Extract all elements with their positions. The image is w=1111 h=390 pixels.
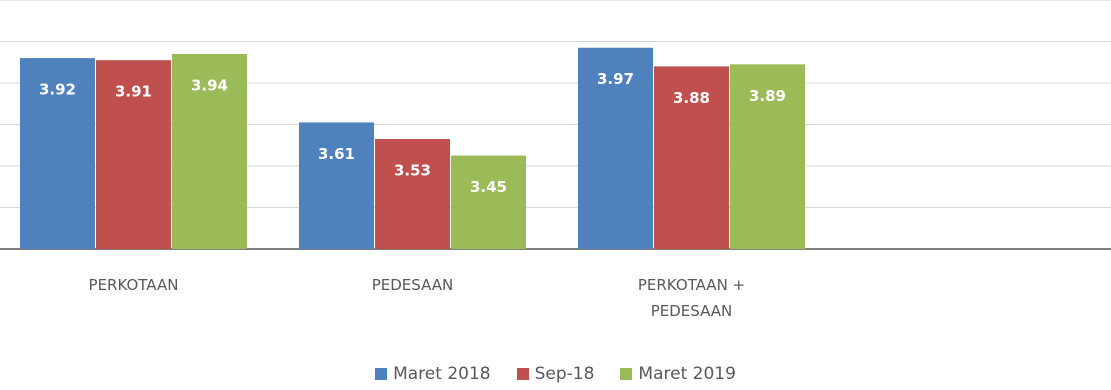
data-label: 3.97 (597, 70, 634, 88)
bar (96, 60, 171, 249)
legend-swatch (516, 368, 529, 380)
bar (578, 47, 653, 249)
x-tick-label: PEDESAAN (371, 276, 454, 294)
data-label: 3.89 (749, 87, 786, 105)
data-label: 3.88 (673, 89, 710, 107)
bar (730, 64, 805, 249)
legend-swatch (620, 368, 633, 380)
legend-item: Maret 2019 (620, 364, 736, 384)
data-label: 3.61 (318, 145, 355, 163)
plot-area: 3.92 3.91 3.94 3.61 3.53 3.45 3.97 3.88 3.89 (0, 0, 1111, 250)
legend-label: Maret 2019 (638, 364, 736, 384)
bar (20, 58, 95, 249)
data-label: 3.45 (470, 178, 507, 196)
bar (172, 53, 247, 250)
data-label: 3.92 (39, 81, 76, 99)
legend-swatch (375, 368, 388, 380)
data-label: 3.53 (394, 162, 431, 180)
x-tick-label: PERKOTAAN (88, 276, 179, 294)
bar (375, 139, 450, 249)
data-label: 3.91 (115, 83, 152, 101)
x-tick-label: PERKOTAAN + PEDESAAN (637, 276, 746, 320)
bar (654, 66, 729, 250)
legend-label: Sep-18 (534, 364, 595, 384)
data-label: 3.94 (191, 76, 228, 94)
bar (451, 155, 526, 249)
legend-label: Maret 2018 (393, 364, 491, 384)
bar (299, 122, 374, 249)
legend: Maret 2018 Sep-18 Maret 2019 (0, 364, 1111, 384)
legend-item: Maret 2018 (375, 364, 491, 384)
legend-item: Sep-18 (516, 364, 595, 384)
